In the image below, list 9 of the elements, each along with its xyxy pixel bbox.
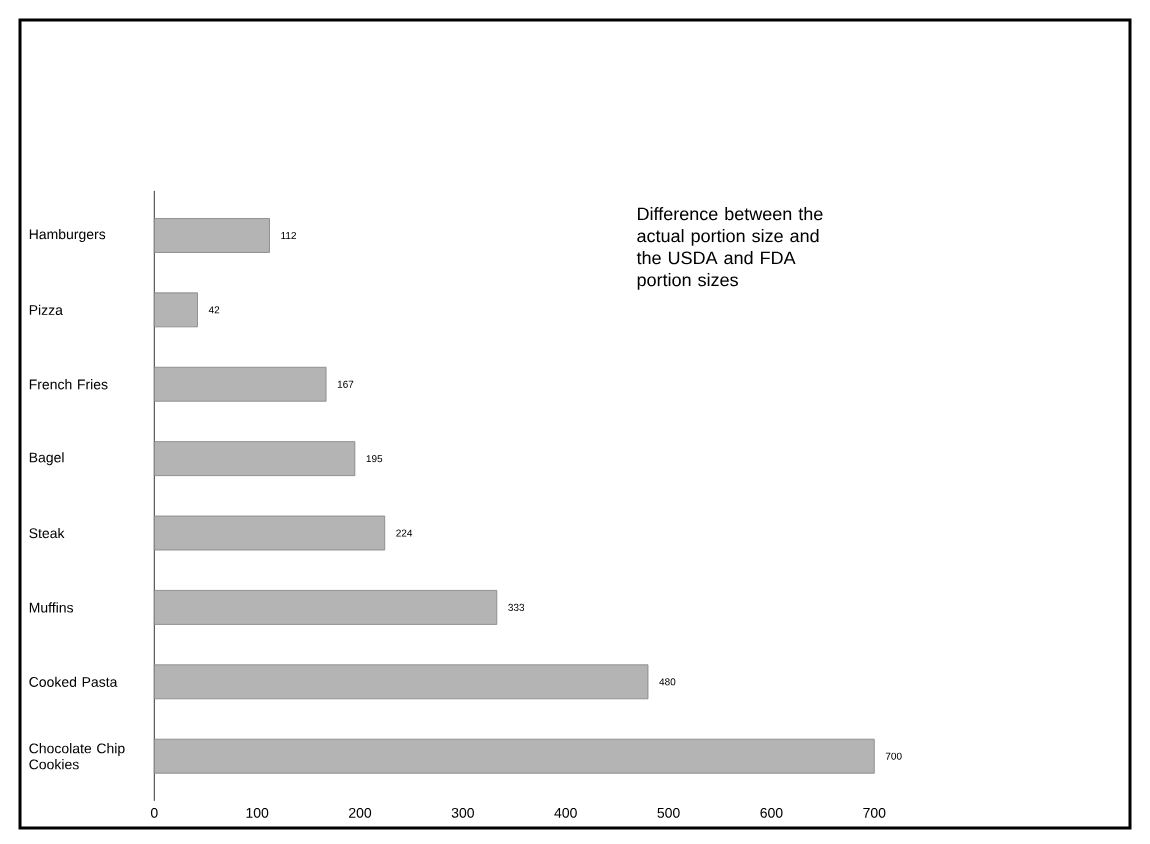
bar	[153, 738, 875, 774]
bar	[153, 441, 356, 477]
bar	[153, 515, 386, 551]
bar	[153, 664, 649, 700]
bar	[153, 366, 327, 402]
bar	[153, 218, 270, 253]
bar	[153, 590, 498, 625]
annotation: Difference between the actual portion size and the USDA and FDA portion sizes	[636, 207, 823, 290]
bar	[153, 292, 198, 328]
